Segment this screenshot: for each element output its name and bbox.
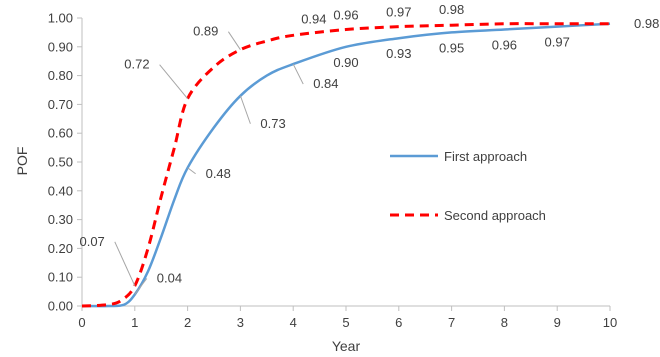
- data-label-leader: [239, 95, 251, 124]
- x-tick-label: 8: [501, 315, 508, 330]
- data-label-series-1: 0.96: [492, 38, 517, 53]
- data-label-series-2: 0.96: [333, 8, 358, 23]
- x-tick-label: 3: [237, 315, 244, 330]
- data-label-leader: [134, 278, 148, 295]
- y-tick-label: 0.90: [48, 39, 73, 54]
- y-tick-label: 0.50: [48, 155, 73, 170]
- x-axis-title: Year: [332, 338, 361, 354]
- legend-label-1: First approach: [444, 149, 527, 164]
- data-label-leader: [159, 64, 188, 99]
- x-tick-label: 5: [342, 315, 349, 330]
- data-label-leader: [187, 167, 196, 175]
- series-line-1: [81, 22, 611, 308]
- y-tick-label: 0.70: [48, 97, 73, 112]
- data-label-series-2: 0.72: [124, 57, 149, 72]
- data-label-series-1: 0.95: [439, 40, 464, 55]
- series-line-2: [81, 22, 610, 308]
- data-label-leader: [292, 63, 304, 85]
- data-labels-layer: 0.04 0.48 0.73 0.84 0.90 0.93 0.95 0.96 0.97 0.98…: [79, 2, 659, 295]
- y-tick-label: 0.10: [48, 270, 73, 285]
- data-label-leader: [114, 241, 136, 287]
- data-label-series-1: 0.48: [206, 166, 231, 181]
- legend: First approach Second approach: [390, 149, 546, 223]
- data-label-leader: [227, 31, 241, 50]
- x-tick-label: 6: [395, 315, 402, 330]
- data-label-series-2: 0.89: [193, 24, 218, 39]
- y-tick-label: 0.60: [48, 126, 73, 141]
- y-tick-label: 0.40: [48, 183, 73, 198]
- data-label-series-1: 0.84: [313, 76, 338, 91]
- data-label-series-2: 0.94: [301, 11, 326, 26]
- y-tick-label: 0.00: [48, 299, 73, 314]
- y-tick-label: 0.30: [48, 212, 73, 227]
- data-label-series-1: 0.90: [333, 55, 358, 70]
- x-tick-label: 10: [603, 315, 617, 330]
- data-label-series-1: 0.98: [634, 16, 659, 31]
- x-tick-label: 9: [554, 315, 561, 330]
- data-label-series-1: 0.97: [545, 35, 570, 50]
- x-tick-label: 4: [290, 315, 297, 330]
- data-label-series-2: 0.07: [79, 234, 104, 249]
- y-tick-label: 0.80: [48, 68, 73, 83]
- data-label-series-2: 0.97: [386, 5, 411, 20]
- x-tick-label: 0: [78, 315, 85, 330]
- data-label-series-1: 0.73: [260, 116, 285, 131]
- y-tick-label: 1.00: [48, 11, 73, 26]
- legend-label-2: Second approach: [444, 208, 546, 223]
- axes: 0.00 0.10 0.20 0.30 0.40 0.50 0.60 0.70 0.80 0.90…: [48, 11, 618, 331]
- series-layer: [81, 22, 611, 308]
- y-axis-title: POF: [14, 147, 30, 176]
- x-tick-label: 1: [131, 315, 138, 330]
- data-label-series-2: 0.98: [439, 2, 464, 17]
- data-label-series-1: 0.04: [157, 270, 182, 285]
- x-tick-label: 2: [184, 315, 191, 330]
- y-tick-label: 0.20: [48, 241, 73, 256]
- data-label-series-1: 0.93: [386, 46, 411, 61]
- x-tick-label: 7: [448, 315, 455, 330]
